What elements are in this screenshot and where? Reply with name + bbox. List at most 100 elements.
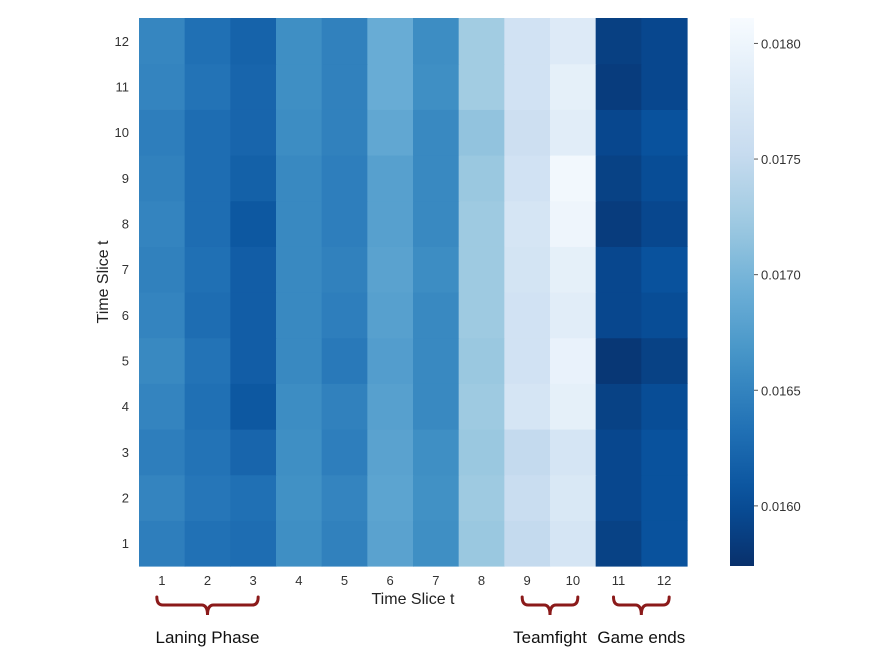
heatmap-cell (458, 109, 505, 156)
y-tick-label: 9 (122, 171, 129, 186)
heatmap-cell (321, 63, 368, 110)
heatmap-cells (139, 18, 688, 567)
heatmap-cell (321, 337, 368, 384)
heatmap-cell (367, 246, 414, 293)
heatmap-cell (184, 383, 231, 430)
heatmap-cell (367, 429, 414, 476)
heatmap-cell (139, 474, 186, 521)
heatmap-cell (367, 155, 414, 202)
heatmap-cell (595, 337, 642, 384)
heatmap-cell (276, 520, 323, 567)
heatmap-cell (458, 474, 505, 521)
heatmap-cell (458, 18, 505, 65)
heatmap-cell (367, 292, 414, 339)
heatmap-cell (413, 63, 460, 110)
heatmap-cell (276, 292, 323, 339)
heatmap-cell (641, 18, 688, 65)
heatmap-cell (504, 429, 551, 476)
heatmap-cell (504, 246, 551, 293)
colorbar-gradient (730, 18, 754, 566)
heatmap-cell (595, 383, 642, 430)
heatmap-cell (595, 109, 642, 156)
heatmap-cell (230, 155, 277, 202)
heatmap-cell (550, 155, 597, 202)
heatmap-cell (458, 383, 505, 430)
heatmap-cell (321, 429, 368, 476)
colorbar: 0.0160 0.0165 0.0170 0.0175 0.0180 (730, 18, 801, 566)
heatmap-cell (139, 292, 186, 339)
heatmap-cell (550, 292, 597, 339)
heatmap-cell (276, 109, 323, 156)
x-tick-label: 8 (478, 573, 485, 588)
y-tick-label: 12 (115, 34, 129, 49)
heatmap-cell (641, 246, 688, 293)
x-axis-label: Time Slice t (372, 591, 456, 608)
heatmap-cell (367, 200, 414, 247)
heatmap-cell (641, 292, 688, 339)
heatmap-cell (458, 200, 505, 247)
heatmap-cell (230, 200, 277, 247)
heatmap-cell (504, 63, 551, 110)
heatmap-cell (504, 337, 551, 384)
phase-label: Teamfight (513, 628, 587, 647)
heatmap-cell (184, 474, 231, 521)
y-tick-label: 7 (122, 262, 129, 277)
heatmap-cell (184, 520, 231, 567)
heatmap-cell (595, 18, 642, 65)
heatmap-cell (458, 292, 505, 339)
heatmap-cell (550, 109, 597, 156)
y-tick-label: 4 (122, 399, 129, 414)
heatmap-cell (458, 155, 505, 202)
heatmap-cell (230, 429, 277, 476)
heatmap-cell (367, 383, 414, 430)
heatmap-cell (550, 63, 597, 110)
y-tick-label: 3 (122, 445, 129, 460)
colorbar-tick-label: 0.0180 (761, 36, 801, 51)
heatmap-cell (367, 18, 414, 65)
x-tick-label: 7 (432, 573, 439, 588)
heatmap-cell (276, 200, 323, 247)
heatmap-cell (230, 18, 277, 65)
heatmap-cell (321, 292, 368, 339)
x-tick-label: 2 (204, 573, 211, 588)
y-tick-label: 2 (122, 491, 129, 506)
x-tick-label: 11 (612, 573, 626, 588)
heatmap-cell (550, 18, 597, 65)
heatmap-cell (276, 246, 323, 293)
heatmap-cell (504, 200, 551, 247)
y-tick-label: 6 (122, 308, 129, 323)
heatmap-cell (550, 337, 597, 384)
heatmap-cell (595, 63, 642, 110)
heatmap-cell (413, 200, 460, 247)
heatmap-cell (367, 337, 414, 384)
heatmap-cell (504, 18, 551, 65)
x-tick-label: 6 (387, 573, 394, 588)
heatmap-cell (139, 246, 186, 293)
colorbar-tick-label: 0.0165 (761, 383, 801, 398)
heatmap-cell (504, 155, 551, 202)
heatmap-cell (321, 109, 368, 156)
heatmap-cell (184, 429, 231, 476)
heatmap-cell (321, 520, 368, 567)
heatmap-cell (367, 520, 414, 567)
heatmap-cell (458, 429, 505, 476)
x-tick-label: 3 (250, 573, 257, 588)
heatmap-cell (504, 383, 551, 430)
y-tick-label: 10 (115, 125, 129, 140)
heatmap-cell (458, 63, 505, 110)
heatmap-cell (550, 200, 597, 247)
y-tick-label: 5 (122, 354, 129, 369)
heatmap-cell (184, 63, 231, 110)
phase-annotations: Laning Phase Teamfight Game ends (155, 595, 685, 647)
y-axis-label: Time Slice t (95, 240, 112, 324)
heatmap-cell (641, 155, 688, 202)
y-tick-label: 1 (122, 536, 129, 551)
y-tick-label: 8 (122, 217, 129, 232)
heatmap-cell (230, 383, 277, 430)
heatmap-cell (230, 109, 277, 156)
heatmap-cell (504, 109, 551, 156)
heatmap-cell (413, 18, 460, 65)
heatmap-cell (413, 246, 460, 293)
heatmap-cell (641, 429, 688, 476)
heatmap-cell (595, 155, 642, 202)
